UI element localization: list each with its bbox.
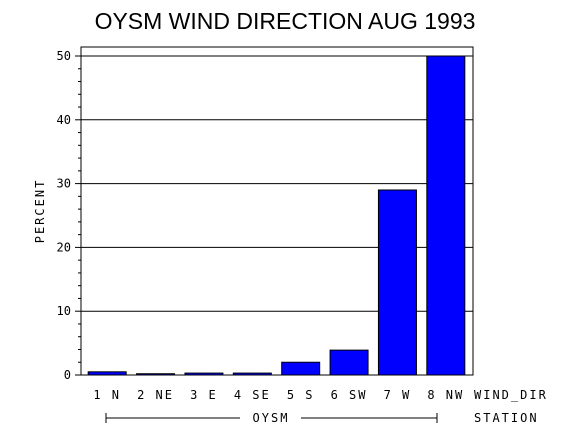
station-axis-label: STATION	[474, 411, 539, 425]
x-tick-label: 8 NW	[427, 388, 464, 402]
y-axis: 0 10 20 30 40 50	[57, 49, 81, 382]
station-group-label: OYSM	[253, 411, 290, 425]
y-tick-label: 10	[57, 304, 71, 318]
x-tick-label: 6 SW	[331, 388, 368, 402]
station-group-bracket: OYSM	[105, 411, 438, 425]
x-axis: 1 N 2 NE 3 E 4 SE 5 S 6 SW 7 W 8 NW	[93, 388, 464, 402]
x-tick-label: 5 S	[287, 388, 315, 402]
bar	[377, 189, 417, 376]
x-tick-label: 7 W	[384, 388, 412, 402]
chart-title: OYSM WIND DIRECTION AUG 1993	[95, 8, 476, 34]
x-tick-label: 4 SE	[234, 388, 271, 402]
x-axis-label: WIND_DIR	[474, 388, 548, 402]
plot-frame	[80, 46, 474, 376]
y-tick-label: 50	[57, 49, 71, 63]
bar	[281, 361, 321, 376]
y-tick-label: 20	[57, 240, 71, 254]
x-tick-label: 3 E	[190, 388, 218, 402]
bar	[329, 349, 369, 376]
x-tick-label: 2 NE	[137, 388, 174, 402]
x-tick-label: 1 N	[93, 388, 121, 402]
bar	[426, 55, 466, 376]
y-tick-label: 30	[57, 177, 71, 191]
y-tick-label: 40	[57, 113, 71, 127]
y-tick-label: 0	[64, 368, 71, 382]
y-axis-label: PERCENT	[33, 179, 47, 244]
bars	[87, 55, 466, 376]
